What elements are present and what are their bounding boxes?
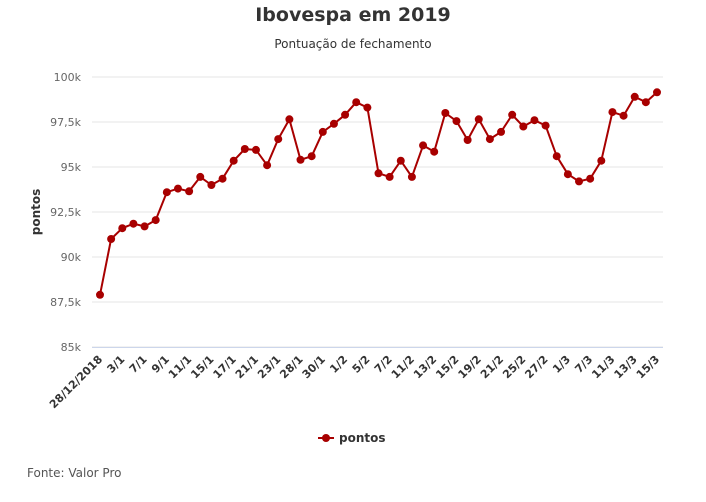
x-tick-label: 15/2: [433, 353, 461, 381]
x-tick-label: 11/1: [166, 353, 194, 381]
data-point[interactable]: [374, 169, 383, 178]
data-point[interactable]: [653, 88, 661, 97]
data-point[interactable]: [419, 141, 428, 150]
x-tick-label: 28/12/2018: [47, 353, 105, 411]
x-tick-label: 7/1: [127, 353, 150, 376]
data-point[interactable]: [485, 135, 494, 144]
data-point[interactable]: [96, 290, 104, 299]
data-point[interactable]: [207, 181, 216, 189]
data-point[interactable]: [218, 174, 227, 183]
chart-subtitle: Pontuação de fechamento: [274, 37, 432, 51]
data-point[interactable]: [563, 170, 572, 179]
data-point[interactable]: [229, 156, 238, 165]
data-point[interactable]: [263, 161, 272, 170]
data-point[interactable]: [151, 216, 160, 225]
data-point[interactable]: [118, 224, 127, 233]
data-point[interactable]: [240, 145, 249, 153]
x-tick-label: 19/2: [456, 353, 484, 381]
data-point[interactable]: [352, 98, 361, 107]
series-pontos: [96, 88, 661, 299]
x-tick-label: 17/1: [211, 353, 239, 381]
data-point[interactable]: [162, 188, 171, 197]
x-tick-label: 23/1: [255, 353, 283, 381]
y-tick-label: 95k: [61, 161, 82, 174]
x-tick-label: 30/1: [300, 353, 328, 381]
x-tick-label: 1/2: [327, 353, 350, 376]
data-point[interactable]: [552, 152, 561, 161]
legend-item-pontos[interactable]: pontos: [339, 431, 386, 445]
data-point[interactable]: [385, 172, 394, 181]
data-point[interactable]: [285, 115, 294, 124]
data-point[interactable]: [452, 117, 461, 126]
y-axis-label: pontos: [29, 189, 43, 236]
data-point[interactable]: [173, 184, 182, 193]
data-point[interactable]: [619, 111, 628, 120]
x-tick-label: 27/2: [522, 353, 550, 381]
data-point[interactable]: [608, 108, 617, 117]
chart-title: Ibovespa em 2019: [255, 4, 451, 26]
x-axis-ticks: 28/12/2018 3/1 7/1 9/111/115/117/121/123/12…: [47, 353, 662, 411]
x-tick-label: 21/1: [233, 353, 261, 381]
x-tick-label: 15/3: [634, 353, 662, 381]
x-tick-label: 3/1: [105, 353, 128, 376]
y-tick-label: 85k: [61, 341, 82, 354]
x-tick-label: 15/1: [188, 353, 216, 381]
y-tick-label: 87,5k: [50, 296, 81, 309]
data-point[interactable]: [641, 98, 650, 107]
source-note: Fonte: Valor Pro: [27, 466, 122, 480]
data-point[interactable]: [329, 119, 338, 128]
data-point[interactable]: [519, 122, 528, 131]
data-point[interactable]: [530, 116, 539, 125]
y-tick-label: 92,5k: [50, 206, 81, 219]
data-point[interactable]: [307, 152, 316, 161]
data-point[interactable]: [441, 109, 450, 117]
x-tick-label: 28/1: [277, 353, 305, 381]
data-point[interactable]: [474, 115, 483, 124]
data-point[interactable]: [497, 127, 506, 136]
legend[interactable]: pontos: [318, 431, 386, 445]
y-tick-label: 100k: [54, 71, 82, 84]
data-point[interactable]: [586, 174, 595, 183]
series-line: [99, 91, 658, 295]
data-point[interactable]: [140, 222, 149, 231]
data-point[interactable]: [107, 235, 116, 243]
data-point[interactable]: [430, 147, 439, 156]
data-point[interactable]: [396, 156, 405, 165]
data-point[interactable]: [129, 219, 138, 228]
data-point[interactable]: [274, 135, 283, 144]
x-tick-label: 11/2: [389, 353, 417, 381]
data-point[interactable]: [363, 103, 372, 112]
x-tick-label: 21/2: [478, 353, 506, 381]
data-point[interactable]: [341, 110, 350, 119]
x-tick-label: 5/2: [350, 353, 373, 376]
x-tick-label: 1/3: [550, 353, 573, 376]
data-point[interactable]: [196, 172, 205, 181]
x-tick-label: 11/3: [589, 353, 617, 381]
data-point[interactable]: [508, 110, 517, 119]
x-tick-label: 25/2: [500, 353, 528, 381]
data-point[interactable]: [597, 156, 606, 165]
data-point[interactable]: [296, 155, 305, 164]
x-tick-label: 13/3: [612, 353, 640, 381]
data-point[interactable]: [251, 145, 260, 154]
data-point[interactable]: [463, 136, 472, 144]
data-point[interactable]: [318, 127, 327, 136]
y-tick-label: 90k: [61, 251, 82, 264]
data-point[interactable]: [575, 177, 584, 186]
x-tick-label: 13/2: [411, 353, 439, 381]
data-point[interactable]: [185, 187, 194, 196]
data-point[interactable]: [407, 172, 416, 181]
data-point[interactable]: [541, 121, 550, 130]
legend-symbol-marker: [322, 434, 330, 442]
y-axis-ticks: 85k 87,5k 90k 92,5k 95k 97,5k 100k: [50, 71, 81, 354]
data-point[interactable]: [630, 92, 639, 101]
y-tick-label: 97,5k: [50, 116, 81, 129]
grid-lines: [92, 76, 663, 348]
